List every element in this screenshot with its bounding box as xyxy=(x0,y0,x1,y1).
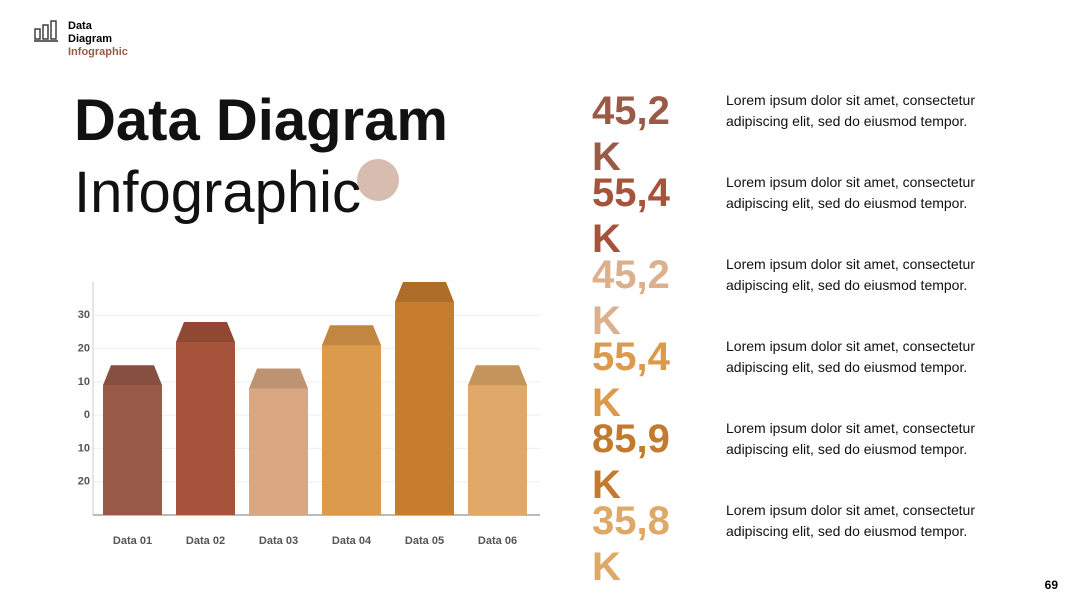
bar xyxy=(468,365,527,515)
stat-text: Lorem ipsum dolor sit amet, consectetur … xyxy=(726,92,975,129)
chart: 20 10 0 10 20 30 xyxy=(78,282,540,516)
stat-value: 85,9 K xyxy=(592,417,670,507)
logo-line: Data xyxy=(68,20,92,32)
x-tick-label: Data 02 xyxy=(185,535,226,547)
title: Data Diagram xyxy=(74,88,448,153)
bar-shade xyxy=(395,282,454,302)
logo-line: Infographic xyxy=(68,46,128,58)
bar xyxy=(395,282,454,515)
stat-value: 45,2 K xyxy=(592,89,670,179)
y-tick-label: 0 xyxy=(84,409,90,421)
bar-shade xyxy=(249,368,308,389)
y-tick-label: 20 xyxy=(78,342,90,354)
x-tick-label: Data 06 xyxy=(477,535,518,547)
stat-text: Lorem ipsum dolor sit amet, consectetur … xyxy=(726,256,975,293)
x-tick-label: Data 04 xyxy=(331,535,372,547)
page-number: 69 xyxy=(1044,578,1058,592)
bar xyxy=(249,368,308,515)
bar xyxy=(322,325,381,515)
stat-text: Lorem ipsum dolor sit amet, consectetur … xyxy=(726,338,975,375)
deco-circle xyxy=(357,159,399,201)
logo-icon xyxy=(34,20,58,42)
stat-value: 55,4 K xyxy=(592,171,670,261)
bar-shade xyxy=(322,325,381,346)
y-tick-label: 10 xyxy=(78,376,90,388)
stat-value: 45,2 K xyxy=(592,253,670,343)
bar-shade xyxy=(176,321,235,342)
y-tick-label: 30 xyxy=(78,309,90,321)
bar-shade xyxy=(103,365,162,386)
stat-value: 35,8 K xyxy=(592,499,670,589)
x-tick-label: Data 01 xyxy=(112,535,153,547)
stat-text: Lorem ipsum dolor sit amet, consectetur … xyxy=(726,502,975,539)
subtitle: Infographic xyxy=(74,160,361,225)
logo-text: Data Diagram Infographic xyxy=(68,20,128,59)
x-tick-label: Data 03 xyxy=(258,535,299,547)
stat-text: Lorem ipsum dolor sit amet, consectetur … xyxy=(726,420,975,457)
x-tick-label: Data 05 xyxy=(404,535,445,547)
stat-text: Lorem ipsum dolor sit amet, consectetur … xyxy=(726,174,975,211)
logo-line: Diagram xyxy=(68,33,113,45)
y-tick-label: 10 xyxy=(78,442,90,454)
bar xyxy=(176,321,235,515)
bar-shade xyxy=(468,365,527,386)
stat-value: 55,4 K xyxy=(592,335,670,425)
y-tick-label: 20 xyxy=(78,476,90,488)
bar xyxy=(103,365,162,515)
